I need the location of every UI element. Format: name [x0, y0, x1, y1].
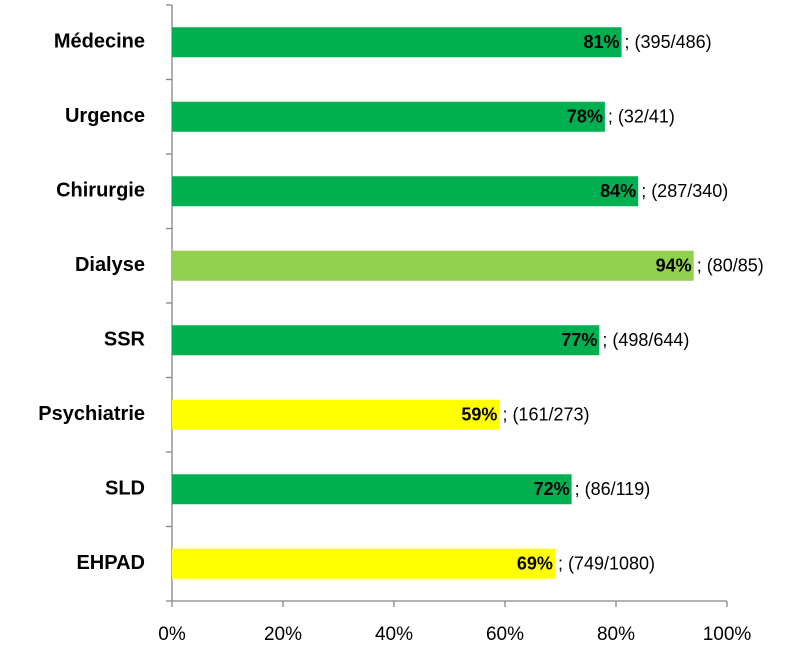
value-label: 69%	[517, 554, 553, 574]
bar	[172, 27, 622, 58]
value-detail: ; (32/41)	[608, 107, 675, 127]
value-detail: ; (395/486)	[625, 32, 712, 52]
value-label: 78%	[567, 107, 603, 127]
value-detail: ; (86/119)	[575, 479, 651, 499]
x-tick-label: 40%	[375, 624, 413, 645]
bar	[172, 548, 555, 579]
value-label: 72%	[534, 479, 570, 499]
bar	[172, 101, 605, 132]
y-tick-label: Psychiatrie	[38, 403, 145, 425]
x-tick-label: 60%	[486, 624, 524, 645]
y-tick-label: SLD	[105, 478, 145, 500]
y-tick-label: Dialyse	[75, 254, 145, 276]
value-label: 84%	[600, 181, 636, 201]
bar	[172, 176, 639, 207]
value-label: 59%	[461, 405, 497, 425]
bar	[172, 399, 500, 430]
y-tick-label: Médecine	[54, 31, 145, 53]
value-detail: ; (498/644)	[602, 330, 689, 350]
y-tick-label: EHPAD	[76, 552, 145, 574]
value-detail: ; (749/1080)	[558, 554, 655, 574]
value-label: 77%	[561, 330, 597, 350]
x-tick-label: 100%	[703, 624, 752, 645]
y-tick-label: Urgence	[65, 105, 145, 127]
value-detail: ; (287/340)	[641, 181, 728, 201]
bar	[172, 474, 572, 505]
bar	[172, 250, 694, 281]
value-label: 94%	[656, 256, 692, 276]
value-label: 81%	[584, 32, 620, 52]
y-tick-label: SSR	[104, 329, 146, 351]
value-detail: ; (161/273)	[502, 405, 589, 425]
x-tick-label: 20%	[264, 624, 302, 645]
bar	[172, 325, 600, 356]
x-tick-label: 0%	[158, 624, 186, 645]
x-tick-label: 80%	[597, 624, 635, 645]
value-detail: ; (80/85)	[697, 256, 764, 276]
y-tick-label: Chirurgie	[56, 180, 145, 202]
